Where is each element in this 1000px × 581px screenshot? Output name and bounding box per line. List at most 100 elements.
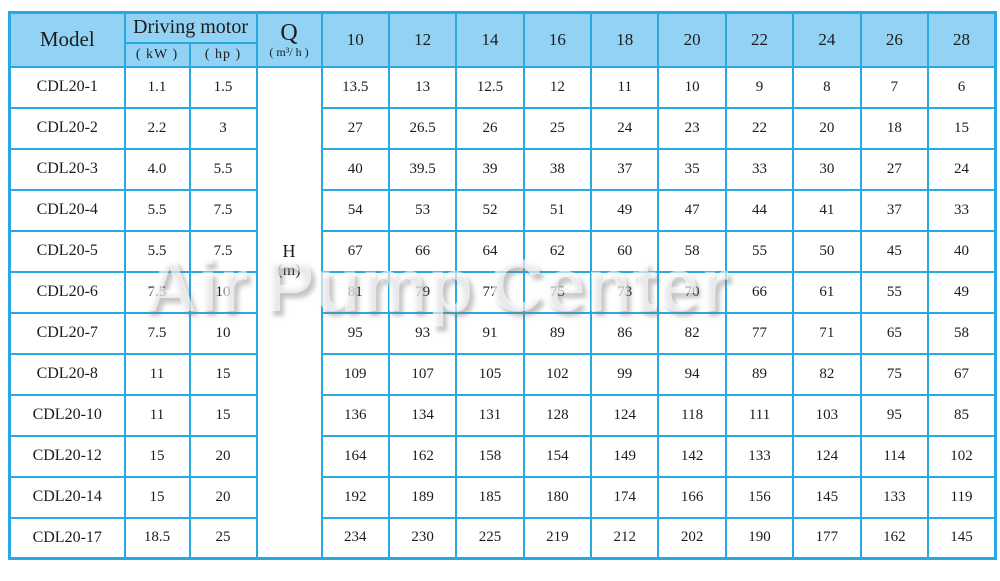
- head-value-cell: 24: [927, 147, 997, 191]
- h-unit: (m): [277, 261, 301, 279]
- head-value-cell: 30: [792, 147, 862, 191]
- head-value-cell: 7: [859, 65, 930, 109]
- head-value-cell: 66: [724, 270, 795, 314]
- head-value-cell: 11: [590, 65, 660, 109]
- head-value-cell: 75: [859, 352, 930, 396]
- head-value-cell: 82: [657, 311, 727, 355]
- head-value-cell: 65: [859, 311, 930, 355]
- head-value-cell: 174: [590, 475, 660, 519]
- head-value-cell: 162: [387, 434, 458, 478]
- head-value-cell: 133: [859, 475, 930, 519]
- head-value-cell: 15: [927, 106, 997, 150]
- head-value-cell: 40: [320, 147, 390, 191]
- head-value-cell: 27: [320, 106, 390, 150]
- head-value-cell: 119: [927, 475, 997, 519]
- head-value-cell: 162: [859, 516, 930, 560]
- q-column-header: 24: [792, 11, 862, 68]
- kw-cell: 7.5: [123, 311, 191, 355]
- head-value-cell: 58: [927, 311, 997, 355]
- kw-cell: 5.5: [123, 188, 191, 232]
- head-value-cell: 49: [927, 270, 997, 314]
- hp-cell: 20: [188, 475, 258, 519]
- head-value-cell: 95: [859, 393, 930, 437]
- head-value-cell: 26.5: [387, 106, 458, 150]
- head-value-cell: 154: [522, 434, 593, 478]
- head-value-cell: 58: [657, 229, 727, 273]
- head-value-cell: 180: [522, 475, 593, 519]
- head-value-cell: 230: [387, 516, 458, 560]
- header-row-1: Model Driving motor Q ( m³/ h ) 10 12 14 16…: [8, 11, 997, 68]
- head-value-cell: 81: [320, 270, 390, 314]
- head-value-cell: 39: [455, 147, 525, 191]
- head-value-cell: 77: [455, 270, 525, 314]
- head-value-cell: 89: [522, 311, 593, 355]
- head-value-cell: 95: [320, 311, 390, 355]
- head-value-cell: 234: [320, 516, 390, 560]
- head-value-cell: 105: [455, 352, 525, 396]
- head-value-cell: 131: [455, 393, 525, 437]
- head-value-cell: 49: [590, 188, 660, 232]
- model-cell: CDL20-17: [8, 516, 126, 560]
- head-value-cell: 79: [387, 270, 458, 314]
- head-value-cell: 50: [792, 229, 862, 273]
- q-column-header: 12: [387, 11, 458, 68]
- hp-cell: 5.5: [188, 147, 258, 191]
- q-unit: ( m³/ h ): [269, 45, 309, 60]
- head-value-cell: 185: [455, 475, 525, 519]
- head-value-cell: 77: [724, 311, 795, 355]
- head-value-cell: 86: [590, 311, 660, 355]
- q-column-header: 10: [320, 11, 390, 68]
- head-value-cell: 22: [724, 106, 795, 150]
- header-row-2: ( kW ) ( hp ): [10, 41, 996, 68]
- head-value-cell: 53: [387, 188, 458, 232]
- head-value-cell: 27: [859, 147, 930, 191]
- head-value-cell: 99: [590, 352, 660, 396]
- head-value-cell: 55: [724, 229, 795, 273]
- head-value-cell: 75: [522, 270, 593, 314]
- head-value-cell: 25: [522, 106, 593, 150]
- q-column-header: 26: [859, 11, 930, 68]
- head-value-cell: 26: [455, 106, 525, 150]
- table-row: CDL20-10 11 15 136 134 131 128 124 118 111 103 95 85: [8, 393, 997, 437]
- head-value-cell: 66: [387, 229, 458, 273]
- hp-cell: 10: [188, 311, 258, 355]
- head-value-cell: 156: [724, 475, 795, 519]
- kw-cell: 11: [123, 393, 191, 437]
- head-value-cell: 118: [657, 393, 727, 437]
- h-symbol: H: [282, 241, 296, 262]
- head-value-cell: 13: [387, 65, 458, 109]
- head-value-cell: 109: [320, 352, 390, 396]
- hp-cell: 1.5: [188, 65, 258, 109]
- head-value-cell: 145: [927, 516, 997, 560]
- head-value-cell: 67: [320, 229, 390, 273]
- head-value-cell: 38: [522, 147, 593, 191]
- model-cell: CDL20-8: [8, 352, 126, 396]
- head-value-cell: 212: [590, 516, 660, 560]
- head-value-cell: 103: [792, 393, 862, 437]
- table-row: CDL20-5 5.5 7.5 67 66 64 62 60 58 55 50 45 40: [8, 229, 997, 273]
- model-cell: CDL20-5: [8, 229, 126, 273]
- kw-column-header: ( kW ): [123, 41, 191, 68]
- head-value-cell: 102: [522, 352, 593, 396]
- head-value-cell: 158: [455, 434, 525, 478]
- q-symbol: Q: [280, 20, 298, 47]
- hp-column-header: ( hp ): [188, 41, 258, 68]
- head-value-cell: 41: [792, 188, 862, 232]
- head-value-cell: 133: [724, 434, 795, 478]
- table-row: CDL20-14 15 20 192 189 185 180 174 166 156 145 133 1…: [8, 475, 997, 519]
- head-value-cell: 64: [455, 229, 525, 273]
- hp-cell: 15: [188, 393, 258, 437]
- hp-cell: 25: [188, 516, 258, 560]
- head-value-cell: 47: [657, 188, 727, 232]
- hp-cell: 7.5: [188, 188, 258, 232]
- head-value-cell: 192: [320, 475, 390, 519]
- kw-cell: 18.5: [123, 516, 191, 560]
- head-value-cell: 13.5: [320, 65, 390, 109]
- head-value-cell: 164: [320, 434, 390, 478]
- head-value-cell: 128: [522, 393, 593, 437]
- head-value-cell: 52: [455, 188, 525, 232]
- model-cell: CDL20-4: [8, 188, 126, 232]
- hp-cell: 3: [188, 106, 258, 150]
- head-value-cell: 82: [792, 352, 862, 396]
- table-row: CDL20-7 7.5 10 95 93 91 89 86 82 77 71 65 58: [8, 311, 997, 355]
